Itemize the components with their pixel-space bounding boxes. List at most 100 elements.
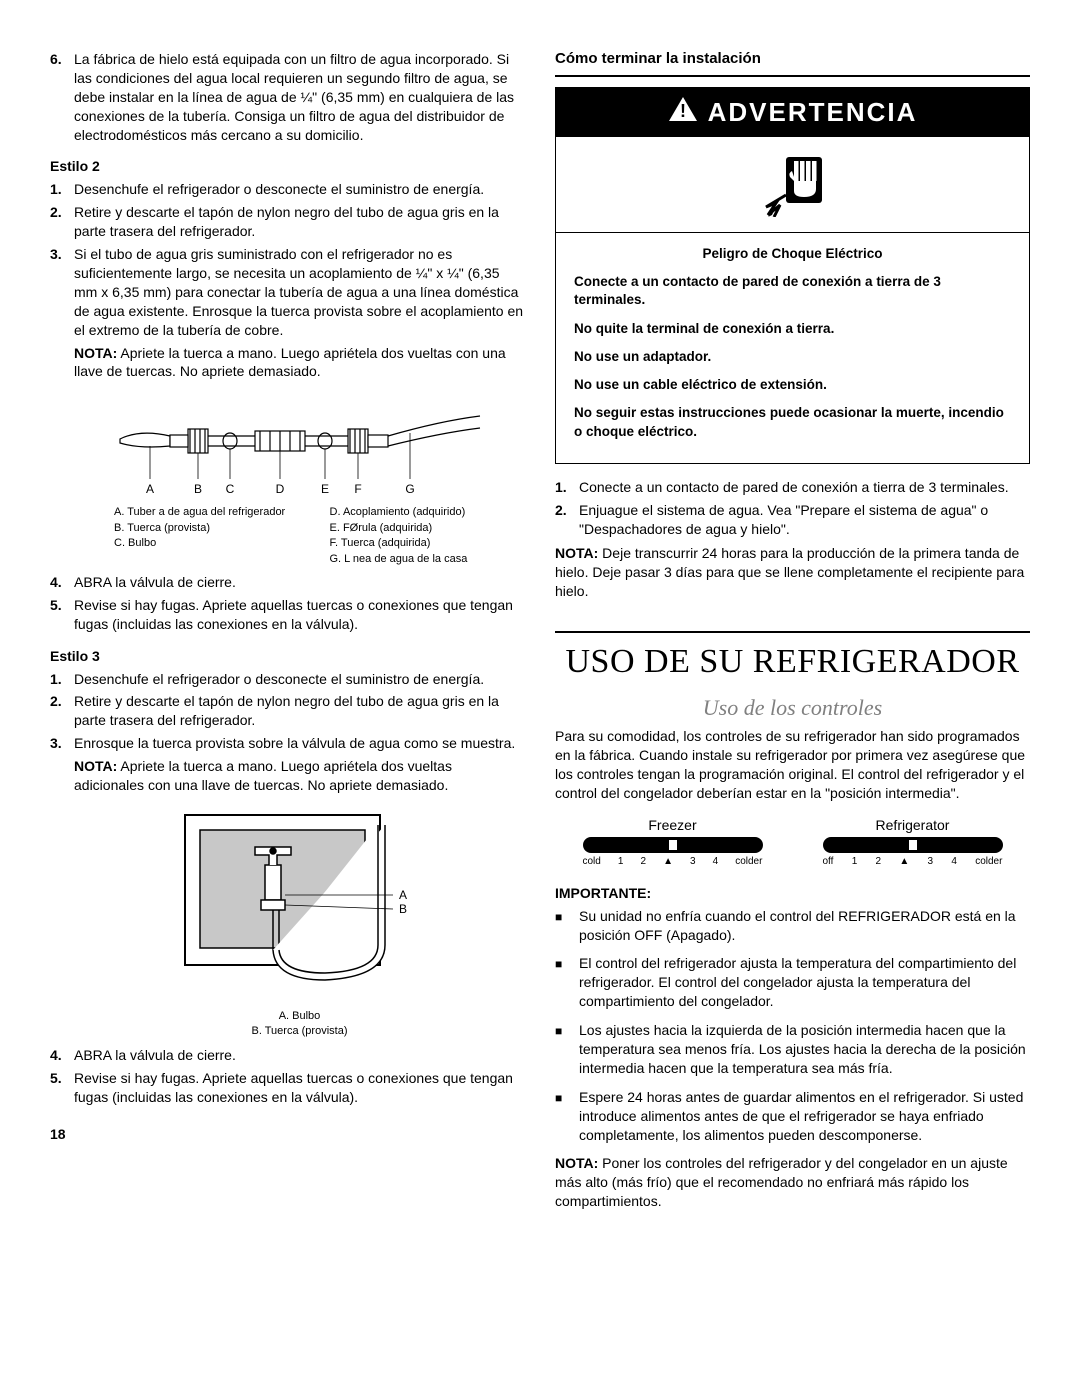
item-text: Revise si hay fugas. Apriete aquellas tu…: [74, 596, 525, 634]
item-text: Desenchufe el refrigerador o desconecte …: [74, 670, 525, 689]
legend-item: F. Tuerca (adquirida): [330, 536, 526, 551]
list-item: 3.Si el tubo de agua gris suministrado c…: [50, 245, 525, 339]
item-number: 2.: [50, 203, 74, 241]
list-item: 6. La fábrica de hielo está equipada con…: [50, 50, 525, 144]
diagram-letter: G: [405, 482, 414, 496]
right-column: Cómo terminar la instalación ! ADVERTENC…: [555, 50, 1030, 1211]
nota-text: Apriete la tuerca a mano. Luego apriétel…: [74, 345, 506, 380]
bullet-item: ■Espere 24 horas antes de guardar alimen…: [555, 1088, 1030, 1145]
item-text: La fábrica de hielo está equipada con un…: [74, 50, 525, 144]
bullet-text: Los ajustes hacia la izquierda de la pos…: [579, 1021, 1030, 1078]
divider: [555, 75, 1030, 77]
bullet-item: ■Los ajustes hacia la izquierda de la po…: [555, 1021, 1030, 1078]
bullet-text: Su unidad no enfría cuando el control de…: [579, 907, 1030, 945]
list-continue-6: 6. La fábrica de hielo está equipada con…: [50, 50, 525, 144]
nota-label: NOTA:: [74, 758, 117, 774]
section-title: USO DE SU REFRIGERADOR: [555, 643, 1030, 681]
warning-danger-title: Peligro de Choque Eléctrico: [574, 245, 1011, 263]
list-item: 2.Retire y descarte el tapón de nylon ne…: [50, 692, 525, 730]
diagram2-legend: A. Bulbo B. Tuerca (provista): [74, 1009, 525, 1040]
legend-item: E. FØrula (adquirida): [330, 521, 526, 536]
diagram-letter: E: [320, 482, 328, 496]
page-number: 18: [50, 1126, 525, 1142]
refrigerator-label: Refrigerator: [823, 817, 1003, 833]
legend-item: G. L nea de agua de la casa: [330, 552, 526, 567]
warning-line: No use un cable eléctrico de extensión.: [574, 376, 1011, 394]
scale-tick: 2: [640, 856, 646, 867]
warning-line: No seguir estas instrucciones puede ocas…: [574, 404, 1011, 440]
list-item: 4.ABRA la válvula de cierre.: [50, 1046, 525, 1065]
importante-heading: IMPORTANTE:: [555, 885, 1030, 901]
scale-tick: 4: [951, 856, 957, 867]
diagram-letter: F: [354, 482, 361, 496]
style2-list: 1.Desenchufe el refrigerador o desconect…: [50, 180, 525, 339]
controls-row: Freezer cold 1 2 ▲ 3 4 colder Refrigerat…: [555, 817, 1030, 867]
item-text: Si el tubo de agua gris suministrado con…: [74, 245, 525, 339]
scale-tick: ▲: [899, 856, 909, 867]
freezer-slider: [583, 837, 763, 853]
valve-diagram-svg: A B: [165, 805, 435, 1005]
item-text: Enjuague el sistema de agua. Vea "Prepar…: [579, 501, 1030, 539]
refrigerator-slider: [823, 837, 1003, 853]
coupling-diagram-svg: A B C D E F G: [110, 391, 490, 501]
list-item: 1.Desenchufe el refrigerador o desconect…: [50, 670, 525, 689]
diagram-letter: B: [399, 902, 407, 916]
bullet-item: ■Su unidad no enfría cuando el control d…: [555, 907, 1030, 945]
nota-label: NOTA:: [74, 345, 117, 361]
scale-tick: 1: [618, 856, 624, 867]
style2-note: NOTA: Apriete la tuerca a mano. Luego ap…: [74, 344, 525, 382]
legend-item: D. Acoplamiento (adquirido): [330, 505, 526, 520]
warning-line: No quite la terminal de conexión a tierr…: [574, 320, 1011, 338]
square-bullet-icon: ■: [555, 1088, 579, 1145]
section-title-box: USO DE SU REFRIGERADOR: [555, 631, 1030, 681]
refrigerator-control: Refrigerator off 1 2 ▲ 3 4 colder: [823, 817, 1003, 867]
scale-tick: 2: [876, 856, 882, 867]
warning-body: Peligro de Choque Eléctrico Conecte a un…: [556, 233, 1029, 463]
legend-right: D. Acoplamiento (adquirido) E. FØrula (a…: [330, 505, 526, 567]
freezer-label: Freezer: [583, 817, 763, 833]
warning-triangle-icon: !: [668, 96, 698, 129]
legend-item: A. Bulbo: [74, 1009, 525, 1024]
scale-tick: colder: [735, 856, 762, 867]
nota-text: Deje transcurrir 24 horas para la produc…: [555, 545, 1024, 599]
item-text: ABRA la válvula de cierre.: [74, 573, 525, 592]
item-number: 1.: [50, 180, 74, 199]
item-text: Conecte a un contacto de pared de conexi…: [579, 478, 1030, 497]
list-item: 4.ABRA la válvula de cierre.: [50, 573, 525, 592]
shock-hand-icon-row: [556, 137, 1029, 233]
list-item: 1.Conecte a un contacto de pared de cone…: [555, 478, 1030, 497]
square-bullet-icon: ■: [555, 954, 579, 1011]
item-number: 1.: [50, 670, 74, 689]
shock-hand-icon: [758, 147, 828, 217]
bullet-text: El control del refrigerador ajusta la te…: [579, 954, 1030, 1011]
importante-list: ■Su unidad no enfría cuando el control d…: [555, 907, 1030, 1145]
diagram-letter: C: [225, 482, 234, 496]
square-bullet-icon: ■: [555, 1021, 579, 1078]
item-number: 5.: [50, 596, 74, 634]
list-item: 3.Enrosque la tuerca provista sobre la v…: [50, 734, 525, 753]
scale-tick: 4: [713, 856, 719, 867]
nota-text: Apriete la tuerca a mano. Luego apriétel…: [74, 758, 452, 793]
nota-label: NOTA:: [555, 545, 598, 561]
diagram-letter: A: [145, 482, 153, 496]
legend-item: C. Bulbo: [114, 536, 310, 551]
square-bullet-icon: ■: [555, 907, 579, 945]
coupling-diagram: A B C D E F G A. Tuber a de agua del ref…: [74, 391, 525, 567]
style2-heading: Estilo 2: [50, 158, 525, 174]
style3-list: 1.Desenchufe el refrigerador o desconect…: [50, 670, 525, 754]
final-note: NOTA: Poner los controles del refrigerad…: [555, 1154, 1030, 1211]
list-item: 5.Revise si hay fugas. Apriete aquellas …: [50, 596, 525, 634]
item-text: Retire y descarte el tapón de nylon negr…: [74, 692, 525, 730]
scale-tick: ▲: [663, 856, 673, 867]
refrigerator-scale: off 1 2 ▲ 3 4 colder: [823, 856, 1003, 867]
scale-tick: colder: [975, 856, 1002, 867]
nota-label: NOTA:: [555, 1155, 598, 1171]
warning-header-text: ADVERTENCIA: [708, 97, 918, 128]
style2-list-cont: 4.ABRA la válvula de cierre. 5.Revise si…: [50, 573, 525, 634]
svg-text:!: !: [680, 101, 686, 121]
item-text: Retire y descarte el tapón de nylon negr…: [74, 203, 525, 241]
nota-text: Poner los controles del refrigerador y d…: [555, 1155, 1008, 1209]
item-text: ABRA la válvula de cierre.: [74, 1046, 525, 1065]
item-number: 4.: [50, 1046, 74, 1065]
scale-tick: 3: [928, 856, 934, 867]
